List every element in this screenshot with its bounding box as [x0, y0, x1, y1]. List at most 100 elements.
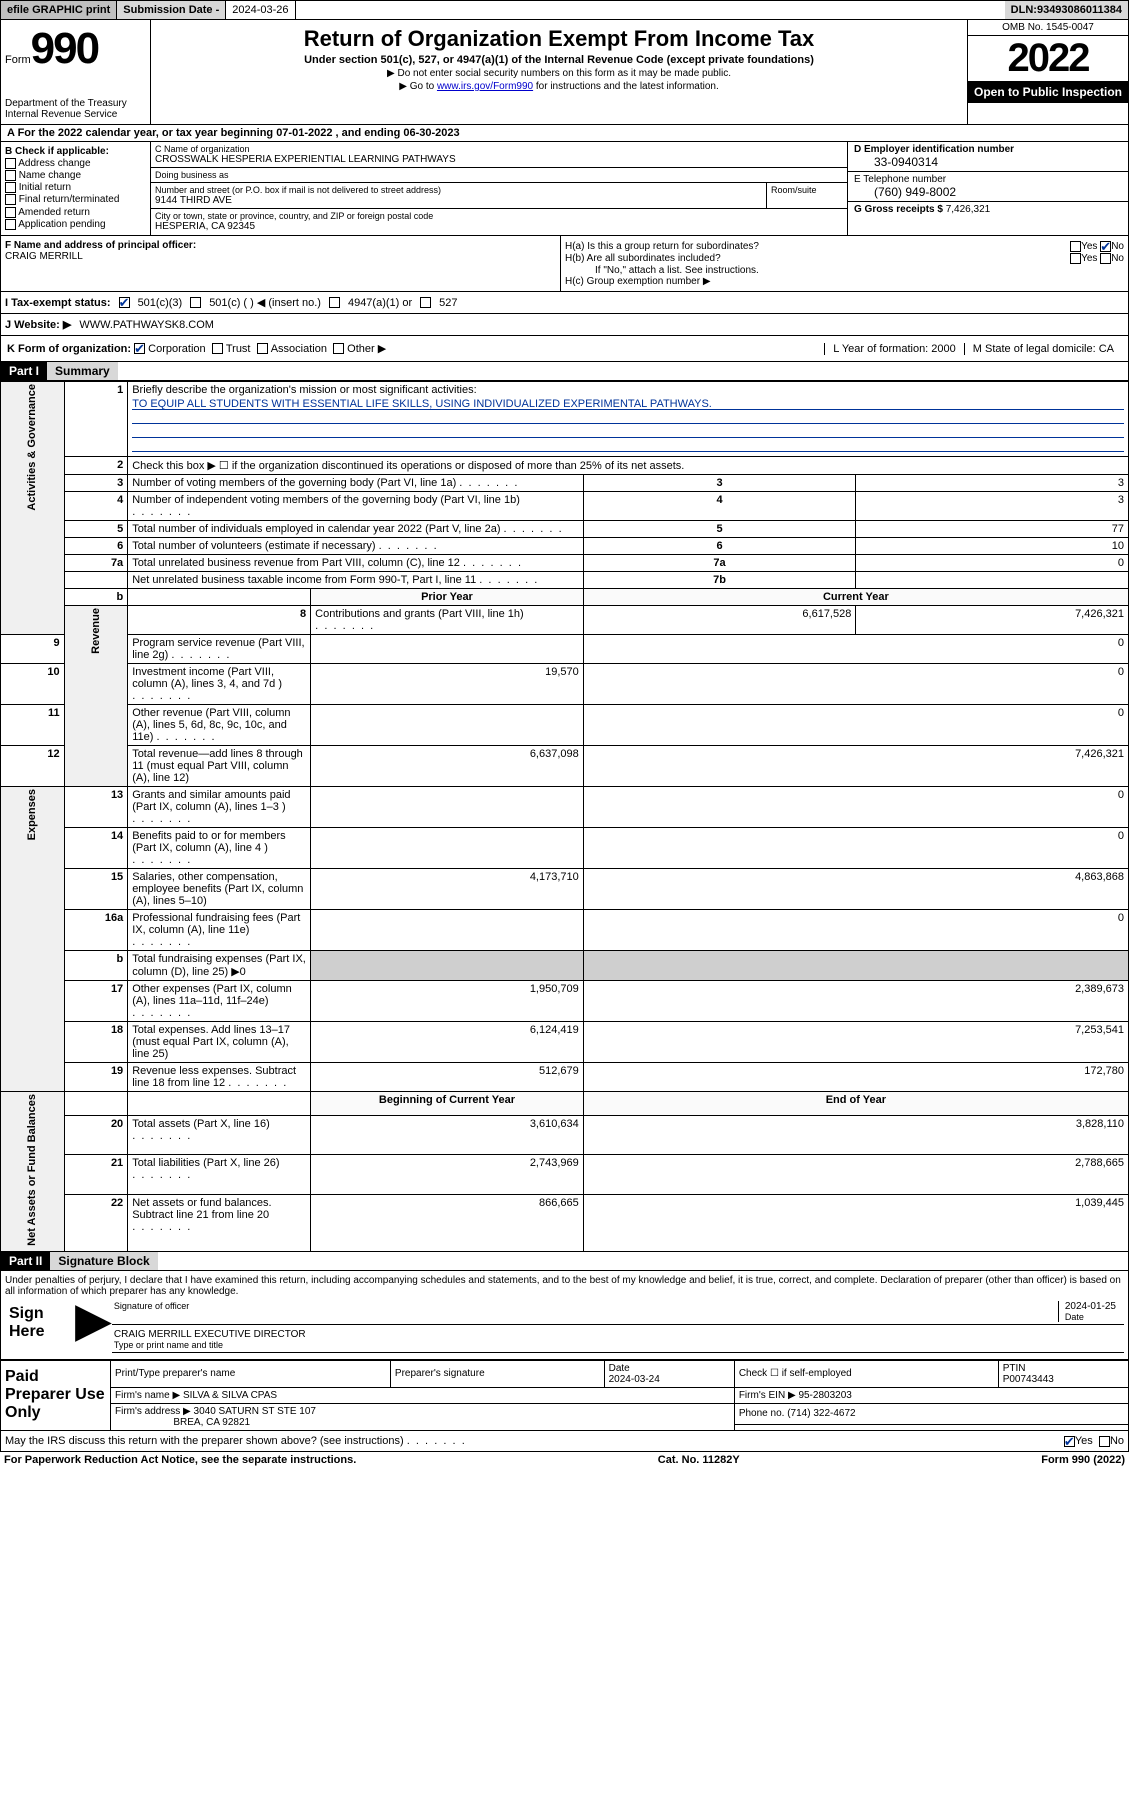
chk-association[interactable]	[257, 343, 268, 354]
firm-addr2: BREA, CA 92821	[173, 1417, 250, 1428]
line16a-desc: Professional fundraising fees (Part IX, …	[128, 910, 311, 951]
line18-py: 6,124,419	[311, 1022, 584, 1063]
sig-date-value: 2024-01-25	[1065, 1301, 1116, 1312]
sig-name-title: CRAIG MERRILL EXECUTIVE DIRECTOR	[114, 1329, 1122, 1340]
chk-corporation[interactable]	[134, 343, 145, 354]
line21-desc: Total liabilities (Part X, line 26)	[128, 1155, 311, 1195]
line13-cy: 0	[583, 787, 1128, 828]
line1-value: TO EQUIP ALL STUDENTS WITH ESSENTIAL LIF…	[132, 398, 1124, 410]
irs-link[interactable]: www.irs.gov/Form990	[437, 81, 533, 92]
ha-no[interactable]: No	[1111, 241, 1124, 252]
chk-other[interactable]	[333, 343, 344, 354]
col-c-org-info: C Name of organization CROSSWALK HESPERI…	[151, 142, 848, 235]
line13-desc: Grants and similar amounts paid (Part IX…	[128, 787, 311, 828]
sign-here-label: Sign Here	[5, 1297, 75, 1355]
row-j-website: J Website: ▶ WWW.PATHWAYSK8.COM	[0, 314, 1129, 336]
chk-4947[interactable]	[329, 297, 340, 308]
chk-amended-return[interactable]: Amended return	[5, 207, 146, 218]
sig-type-label: Type or print name and title	[114, 1340, 1122, 1350]
hb-label: H(b) Are all subordinates included?	[565, 253, 721, 264]
line6-val: 10	[856, 538, 1129, 555]
ha-yes[interactable]: Yes	[1081, 241, 1097, 252]
hb-no[interactable]: No	[1111, 253, 1124, 264]
city-value: HESPERIA, CA 92345	[155, 221, 843, 232]
firm-ein-label: Firm's EIN ▶	[739, 1390, 796, 1401]
side-revenue: Revenue	[90, 608, 102, 654]
line7a-val: 0	[856, 555, 1129, 572]
website-value: WWW.PATHWAYSK8.COM	[79, 319, 214, 331]
row-i-tax-exempt: I Tax-exempt status: 501(c)(3) 501(c) ( …	[0, 292, 1129, 314]
form-note-ssn: ▶ Do not enter social security numbers o…	[155, 68, 963, 79]
line7b-val	[856, 572, 1129, 589]
room-suite-label: Room/suite	[767, 183, 847, 208]
discuss-row: May the IRS discuss this return with the…	[0, 1431, 1129, 1452]
ein-label: D Employer identification number	[854, 144, 1122, 155]
line14-desc: Benefits paid to or for members (Part IX…	[128, 828, 311, 869]
chk-501c[interactable]	[190, 297, 201, 308]
line22-cy: 1,039,445	[583, 1195, 1128, 1252]
line14-cy: 0	[583, 828, 1128, 869]
tax-exempt-label: I Tax-exempt status:	[5, 297, 111, 309]
state-domicile: M State of legal domicile: CA	[964, 343, 1122, 355]
efile-print-button[interactable]: efile GRAPHIC print	[1, 1, 117, 19]
org-name: CROSSWALK HESPERIA EXPERIENTIAL LEARNING…	[155, 154, 843, 165]
chk-501c3[interactable]	[119, 297, 130, 308]
address-label: Number and street (or P.O. box if mail i…	[155, 185, 762, 195]
line8-cy: 7,426,321	[856, 606, 1129, 635]
form-subtitle: Under section 501(c), 527, or 4947(a)(1)…	[155, 54, 963, 66]
chk-address-change[interactable]: Address change	[5, 158, 146, 169]
hc-label: H(c) Group exemption number ▶	[565, 276, 1124, 287]
omb-number: OMB No. 1545-0047	[968, 20, 1128, 36]
line3-val: 3	[856, 475, 1129, 492]
form-link-row: ▶ Go to www.irs.gov/Form990 for instruct…	[155, 81, 963, 92]
open-to-public: Open to Public Inspection	[968, 81, 1128, 103]
chk-application-pending[interactable]: Application pending	[5, 219, 146, 230]
discuss-no[interactable]	[1099, 1436, 1110, 1447]
sig-date-label: Date	[1065, 1312, 1116, 1322]
name-label: C Name of organization	[155, 144, 843, 154]
firm-phone-label: Phone no.	[739, 1408, 785, 1419]
chk-initial-return[interactable]: Initial return	[5, 182, 146, 193]
ein-value: 33-0940314	[854, 155, 1122, 169]
line20-desc: Total assets (Part X, line 16)	[128, 1115, 311, 1155]
chk-527[interactable]	[420, 297, 431, 308]
line12-desc: Total revenue—add lines 8 through 11 (mu…	[128, 746, 311, 787]
line16b-desc: Total fundraising expenses (Part IX, col…	[128, 951, 311, 981]
ptin-label: PTIN	[1003, 1363, 1026, 1374]
line22-desc: Net assets or fund balances. Subtract li…	[128, 1195, 311, 1252]
line11-desc: Other revenue (Part VIII, column (A), li…	[128, 705, 311, 746]
side-net-assets: Net Assets or Fund Balances	[26, 1094, 38, 1246]
footer: For Paperwork Reduction Act Notice, see …	[0, 1452, 1129, 1468]
form-title: Return of Organization Exempt From Incom…	[155, 26, 963, 52]
line4-val: 3	[856, 492, 1129, 521]
chk-final-return[interactable]: Final return/terminated	[5, 194, 146, 205]
line22-py: 866,665	[311, 1195, 584, 1252]
address-value: 9144 THIRD AVE	[155, 195, 762, 206]
firm-name-label: Firm's name ▶	[115, 1390, 180, 1401]
line15-desc: Salaries, other compensation, employee b…	[128, 869, 311, 910]
chk-name-change[interactable]: Name change	[5, 170, 146, 181]
hdr-begin-year: Beginning of Current Year	[311, 1092, 584, 1115]
part-ii-header: Part IISignature Block	[0, 1252, 1129, 1271]
line10-cy: 0	[583, 664, 1128, 705]
prep-self-employed[interactable]: Check ☐ if self-employed	[734, 1360, 998, 1387]
discuss-yes[interactable]	[1064, 1436, 1075, 1447]
gross-receipts-value: 7,426,321	[946, 204, 991, 215]
dln: DLN: 93493086011384	[1005, 1, 1128, 19]
line19-desc: Revenue less expenses. Subtract line 18 …	[128, 1063, 311, 1092]
sig-officer-label: Signature of officer	[114, 1301, 1058, 1311]
chk-trust[interactable]	[212, 343, 223, 354]
submission-date-label: Submission Date -	[117, 1, 226, 19]
ha-label: H(a) Is this a group return for subordin…	[565, 241, 759, 252]
line1-label: Briefly describe the organization's miss…	[132, 384, 476, 396]
line5-desc: Total number of individuals employed in …	[128, 521, 584, 538]
block-b-to-g: B Check if applicable: Address change Na…	[0, 142, 1129, 236]
line17-cy: 2,389,673	[583, 981, 1128, 1022]
form-ref: Form 990 (2022)	[1041, 1454, 1125, 1466]
hb-yes[interactable]: Yes	[1081, 253, 1097, 264]
col-b-header: B Check if applicable:	[5, 146, 146, 157]
form-label: Form	[5, 54, 31, 66]
block-f-h: F Name and address of principal officer:…	[0, 236, 1129, 292]
line8-py: 6,617,528	[583, 606, 856, 635]
firm-addr-label: Firm's address ▶	[115, 1406, 191, 1417]
